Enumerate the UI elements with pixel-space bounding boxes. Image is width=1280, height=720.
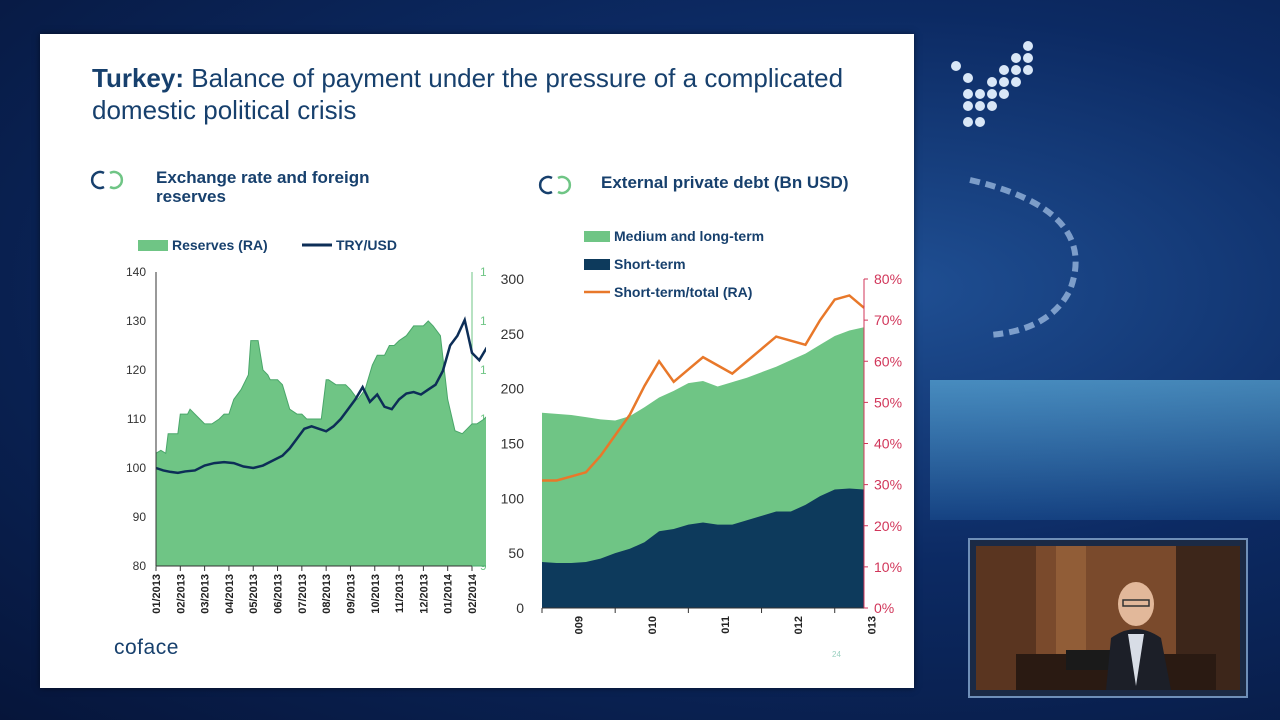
right-axis-tick-label: 50% bbox=[874, 394, 902, 410]
right-axis-tick-label: 105 bbox=[480, 412, 486, 426]
coface-logo-icon bbox=[538, 175, 572, 195]
x-axis-tick-label: 11/2013 bbox=[394, 574, 406, 613]
x-axis-tick-label: 2009 bbox=[574, 616, 586, 634]
x-axis-tick-label: 07/2013 bbox=[297, 574, 309, 614]
left-axis-tick-label: 100 bbox=[501, 490, 525, 506]
right-axis-tick-label: 30% bbox=[874, 477, 902, 493]
x-axis-tick-label: 06/2013 bbox=[273, 574, 285, 614]
speaker-video-frame bbox=[976, 546, 1240, 690]
slide-title-rest: Balance of payment under the pressure of… bbox=[92, 63, 844, 125]
slide-title-bold: Turkey: bbox=[92, 63, 184, 93]
left-axis-tick-label: 200 bbox=[501, 381, 525, 397]
left-axis-tick-label: 120 bbox=[126, 363, 146, 377]
right-axis-ticks: 0% 10% 20% 30% 40% 50% 60% 70% 80% bbox=[864, 271, 902, 616]
x-axis-tick-label: 09/2013 bbox=[345, 574, 357, 614]
legend-swatch-short-term bbox=[584, 259, 610, 270]
left-axis-ticks: 80 90 100 110 120 130 140 bbox=[126, 265, 146, 573]
left-axis-tick-label: 150 bbox=[501, 436, 525, 452]
x-axis-tick-label: 08/2013 bbox=[321, 574, 333, 614]
left-chart-title-line1: Exchange rate and foreign bbox=[156, 168, 370, 187]
right-axis-tick-label: 40% bbox=[874, 436, 902, 452]
legend-swatch-medium-long-term bbox=[584, 231, 610, 242]
x-axis-tick-label: 2013 bbox=[866, 616, 878, 634]
left-axis-tick-label: 140 bbox=[126, 265, 146, 279]
slide-title: Turkey: Balance of payment under the pre… bbox=[92, 62, 872, 126]
legend-swatch-reserves bbox=[138, 240, 168, 251]
right-axis-tick-label: 110 bbox=[480, 363, 486, 377]
coface-brand-logo: coface bbox=[114, 636, 179, 659]
right-chart-title: External private debt (Bn USD) bbox=[601, 173, 849, 192]
right-axis-tick-label: 115 bbox=[480, 314, 486, 328]
short-term-total-ratio-line bbox=[542, 294, 865, 482]
left-axis-tick-label: 90 bbox=[133, 510, 147, 524]
legend-label-medium-long-term: Medium and long-term bbox=[614, 228, 764, 244]
x-axis-tick-label: 04/2013 bbox=[224, 574, 236, 614]
right-chart-legend: Medium and long-term Short-term Short-te… bbox=[584, 228, 764, 300]
left-chart-legend: Reserves (RA) TRY/USD bbox=[138, 237, 397, 253]
background-dot-pattern bbox=[951, 41, 1033, 127]
x-axis-tick-label: 2011 bbox=[720, 616, 732, 634]
left-axis-tick-label: 130 bbox=[126, 314, 146, 328]
x-axis-ticks: 01/2013 02/2013 03/2013 04/2013 05/2013 06/20… bbox=[151, 566, 479, 614]
left-axis-tick-label: 110 bbox=[127, 412, 146, 426]
left-axis-tick-label: 80 bbox=[133, 559, 147, 573]
right-axis-tick-label: 0% bbox=[874, 600, 894, 616]
left-chart-title: Exchange rate and foreign reserves bbox=[156, 168, 456, 206]
legend-label-short-term: Short-term bbox=[614, 256, 686, 272]
left-chart-title-line2: reserves bbox=[156, 187, 226, 206]
reserves-area bbox=[155, 320, 486, 567]
left-axis-tick-label: 250 bbox=[501, 326, 525, 342]
right-axis-tick-label: 10% bbox=[874, 559, 902, 575]
speaker-video-inset bbox=[968, 538, 1248, 698]
right-axis-tick-label: 80% bbox=[874, 271, 902, 287]
x-axis-tick-label: 2010 bbox=[647, 616, 659, 634]
page-number: 24 bbox=[832, 650, 841, 659]
try-usd-line bbox=[155, 316, 486, 475]
x-axis-ticks: 2009 2010 2011 2012 2013 bbox=[541, 608, 878, 634]
right-axis-tick-label: 60% bbox=[874, 353, 902, 369]
left-axis-tick-label: 300 bbox=[501, 271, 525, 287]
x-axis-tick-label: 03/2013 bbox=[200, 574, 212, 614]
x-axis-tick-label: 10/2013 bbox=[370, 574, 382, 614]
background-arc bbox=[969, 177, 1079, 338]
coface-logo-icon bbox=[90, 170, 124, 190]
x-axis-tick-label: 02/2014 bbox=[467, 573, 479, 614]
left-axis-tick-label: 0 bbox=[516, 600, 524, 616]
right-axis-tick-label: 20% bbox=[874, 518, 902, 534]
x-axis-tick-label: 05/2013 bbox=[248, 574, 260, 614]
left-axis-tick-label: 50 bbox=[508, 545, 524, 561]
speaker-figure bbox=[976, 546, 1240, 690]
x-axis-tick-label: 12/2013 bbox=[418, 574, 430, 614]
x-axis-tick-label: 01/2014 bbox=[443, 573, 455, 614]
x-axis-tick-label: 2012 bbox=[793, 616, 805, 634]
presentation-slide: Turkey: Balance of payment under the pre… bbox=[40, 34, 914, 688]
legend-label-ratio: Short-term/total (RA) bbox=[614, 284, 752, 300]
x-axis-tick-label: 01/2013 bbox=[151, 574, 163, 614]
background-light-band bbox=[930, 380, 1280, 520]
short-term-area bbox=[542, 488, 864, 608]
external-private-debt-chart: 0 50 100 150 200 250 300 0% 10% 20% 30% 40% 50% 60% 7… bbox=[501, 228, 902, 634]
legend-label-reserves: Reserves (RA) bbox=[172, 237, 268, 253]
legend-label-try-usd: TRY/USD bbox=[336, 237, 397, 253]
left-axis-ticks: 0 50 100 150 200 250 300 bbox=[501, 271, 525, 616]
right-axis-tick-label: 70% bbox=[874, 312, 902, 328]
left-axis-tick-label: 100 bbox=[126, 461, 146, 475]
x-axis-tick-label: 02/2013 bbox=[175, 574, 187, 614]
right-axis-tick-label: 120 bbox=[480, 265, 486, 279]
